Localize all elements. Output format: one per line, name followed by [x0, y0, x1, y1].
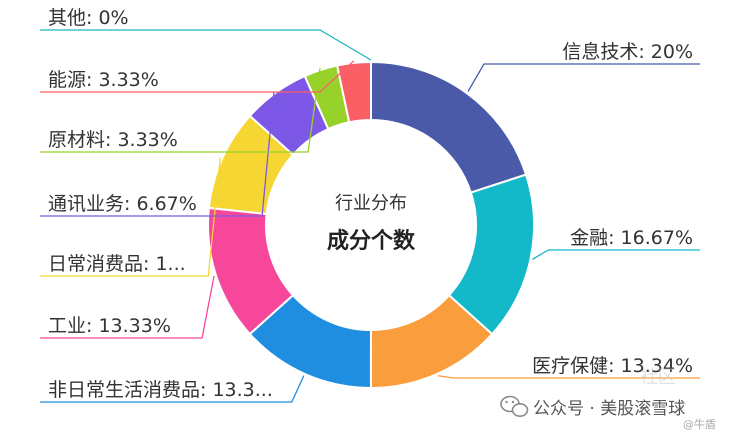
- slice-label: 信息技术: 20%: [562, 41, 693, 63]
- donut-slices: [207, 60, 535, 390]
- leader-line: [467, 63, 700, 92]
- chart-title: 行业分布: [335, 193, 407, 214]
- leader-line: [40, 29, 372, 61]
- wechat-icon: [500, 395, 529, 417]
- leader-line: [40, 157, 221, 277]
- watermark: 社区 公众号 · 美股滚雪球 @牛盾: [500, 367, 716, 431]
- chart-subtitle: 成分个数: [327, 228, 416, 254]
- slice-label: 通讯业务: 6.67%: [48, 193, 197, 215]
- watermark-small-text: @牛盾: [683, 417, 716, 431]
- leader-line: [40, 91, 275, 217]
- leader-line: [40, 67, 321, 153]
- slice-label: 医疗保健: 13.34%: [532, 355, 693, 377]
- watermark-text: 公众号 · 美股滚雪球: [533, 399, 685, 419]
- slice-label: 金融: 16.67%: [570, 227, 693, 249]
- slice-label: 其他: 0%: [48, 7, 129, 29]
- donut-slice: [335, 60, 372, 124]
- leader-line: [40, 375, 305, 403]
- slice-label: 原材料: 3.33%: [48, 129, 178, 151]
- watermark-ghost-text: 社区: [640, 367, 676, 388]
- slice-label: 能源: 3.33%: [48, 69, 159, 91]
- leader-line: [40, 275, 215, 339]
- leader-lines: [40, 29, 700, 403]
- slice-label: 工业: 13.33%: [48, 315, 171, 337]
- slice-label: 日常消费品: 1...: [48, 253, 186, 275]
- slice-labels: 信息技术: 20% 金融: 16.67% 医疗保健: 13.34% 非日常生活消费品:…: [48, 7, 693, 401]
- donut-slice: [370, 60, 528, 194]
- leader-line: [40, 60, 355, 93]
- leader-line: [437, 375, 700, 379]
- slice-label: 非日常生活消费品: 13.3...: [48, 379, 273, 401]
- leader-line: [532, 249, 700, 260]
